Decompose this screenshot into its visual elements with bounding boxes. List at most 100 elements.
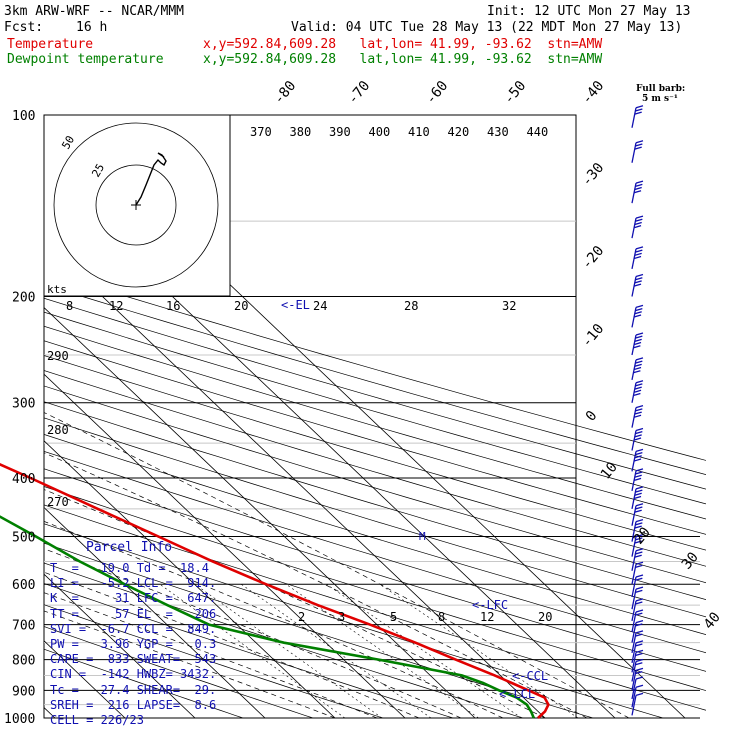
forecast-value: 16 h <box>76 20 108 35</box>
el-marker: <-EL <box>281 298 310 312</box>
temperature-location: x,y=592.84,609.28 lat,lon= 41.99, -93.62… <box>203 37 603 52</box>
wind-barb <box>631 692 644 716</box>
wind-barb <box>631 246 644 270</box>
pressure-tick-label: 700 <box>12 619 35 634</box>
isotherm-line <box>44 573 196 718</box>
pressure-tick-label: 200 <box>12 291 35 306</box>
wind-barb <box>631 105 644 128</box>
dry-adiabat-line <box>44 325 706 520</box>
wind-barb <box>631 357 644 381</box>
parcel-info-row: CELL = 226/23 <box>50 713 144 728</box>
theta-e-label: 400 <box>369 125 391 139</box>
dry-adiabat-line <box>44 401 706 600</box>
theta-label: 270 <box>47 495 69 509</box>
pressure-tick-label: 800 <box>12 654 35 669</box>
mixing-ratio-label: 3 <box>338 610 345 624</box>
isotherm-label: 30 <box>679 549 702 572</box>
wind-barb <box>631 405 644 428</box>
wind-barb <box>631 448 644 472</box>
dry-adiabat-line <box>44 562 524 718</box>
wind-barb <box>631 667 644 691</box>
dry-adiabat-line <box>44 648 244 718</box>
dewpoint-curve <box>0 515 535 719</box>
wind-barb <box>631 649 644 673</box>
mixing-ratio-line <box>194 583 383 719</box>
isotherm-label: 40 <box>701 609 724 632</box>
dry-adiabat-line <box>44 311 706 505</box>
dewpoint-location: x,y=592.84,609.28 lat,lon= 41.99, -93.62… <box>203 52 603 67</box>
wind-barb <box>631 676 644 700</box>
wind-barb <box>631 140 644 163</box>
wind-barb <box>631 519 644 542</box>
parcel-info-row: T = 19.0 Td = 18.4 <box>50 561 209 575</box>
dry-adiabat-line <box>44 468 706 672</box>
wind-barb <box>631 503 644 526</box>
moist-adiabat-line <box>44 548 462 718</box>
hodograph-ring-50 <box>53 122 219 288</box>
isotherm-label: -70 <box>345 78 374 108</box>
init-time: Init: 12 UTC Mon 27 May 13 <box>487 4 691 19</box>
isotherm-label: -80 <box>271 78 300 108</box>
isotherm-label: -60 <box>423 78 452 108</box>
storm-motion-marker: M <box>419 530 426 543</box>
isotherm-line <box>44 306 476 718</box>
dry-adiabat-line <box>44 523 664 718</box>
wind-barb <box>631 561 644 585</box>
parcel-info-row: K = 31 LFC = 647. <box>50 591 217 606</box>
theta-e-label: 430 <box>487 125 509 139</box>
dry-adiabat-line <box>44 626 314 718</box>
mixing-ratio-line <box>159 583 346 719</box>
wind-barb <box>631 180 644 204</box>
temperature-legend: Temperature <box>7 37 94 52</box>
wind-barb <box>631 609 644 633</box>
mixing-ratio-label: 8 <box>438 610 445 624</box>
parcel-info-row: CAPE = 833 SWEAT= 543 <box>50 652 217 667</box>
speed-tick-label: 24 <box>313 299 327 313</box>
wind-barb <box>631 630 644 654</box>
pressure-tick-label: 900 <box>12 684 35 699</box>
wind-barb <box>631 215 644 239</box>
dry-adiabat-line <box>44 297 706 490</box>
dry-adiabat-line <box>44 486 706 691</box>
wind-barb <box>631 620 644 643</box>
moist-adiabat-line <box>44 412 630 718</box>
speed-tick-label: 32 <box>502 299 516 313</box>
wind-barb <box>631 486 644 510</box>
isotherm-label: -50 <box>501 78 530 108</box>
forecast-label: Fcst: <box>4 20 44 35</box>
theta-e-label: 380 <box>290 125 312 139</box>
parcel-info-panel: Parcel Info T = 19.0 Td = 18.4 LI = -5.2 … <box>50 540 216 727</box>
parcel-info-row: SREH = 216 LAPSE= 8.6 <box>50 697 217 712</box>
theta-e-label: 390 <box>329 125 351 139</box>
wind-barb <box>631 574 644 598</box>
wind-barb <box>631 427 644 451</box>
wind-barb <box>631 332 644 356</box>
theta-label: 280 <box>47 423 69 437</box>
pressure-tick-label: 400 <box>12 472 35 487</box>
isotherm-label: 0 <box>583 408 601 425</box>
mixing-ratio-label: 12 <box>480 610 494 624</box>
wind-barb <box>631 468 644 491</box>
speed-tick-label: 12 <box>109 299 123 313</box>
wind-barb <box>631 273 644 297</box>
ccl-marker: <-CCL <box>512 669 548 683</box>
parcel-info-row: Tc = 27.4 SHEAR= 29. <box>50 682 217 697</box>
dry-adiabat-line <box>44 370 706 567</box>
wind-barb <box>631 598 644 621</box>
hodograph-trace <box>135 152 167 206</box>
moist-adiabat-line <box>44 452 588 718</box>
hodograph-ring-label: 50 <box>59 134 77 152</box>
isotherm-label: 10 <box>598 459 621 482</box>
parcel-info-row: TT = 57 EL = 206 <box>50 606 217 621</box>
speed-tick-label: 20 <box>234 299 248 313</box>
barb-legend-title: Full barb: <box>636 84 686 94</box>
theta-label: 290 <box>47 349 69 363</box>
isotherm-line <box>44 506 266 718</box>
dry-adiabat-line <box>44 542 594 718</box>
parcel-info-row: SVI = -6.7 CCL = 849. <box>50 621 217 636</box>
wind-barb <box>631 534 644 557</box>
theta-e-label: 370 <box>250 125 272 139</box>
theta-e-label: 440 <box>527 125 549 139</box>
speed-tick-label: 8 <box>66 299 73 313</box>
dry-adiabat-line <box>44 284 706 475</box>
